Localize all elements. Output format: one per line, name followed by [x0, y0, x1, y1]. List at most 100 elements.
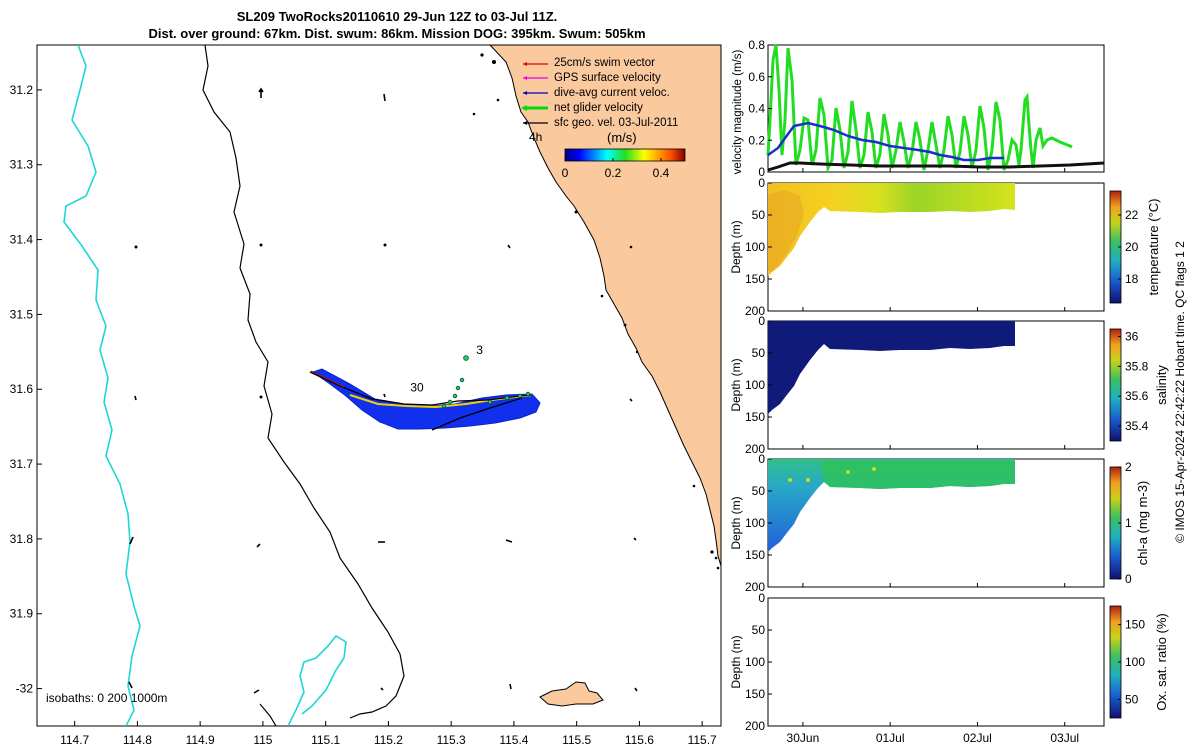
temperature-y-tick-label: 100	[745, 240, 765, 254]
oxygen-y-tick-label: 100	[745, 655, 765, 669]
legend-label-swim: 25cm/s swim vector	[554, 57, 655, 69]
velocity-y-tick-label: 0	[758, 165, 765, 179]
temperature-colorbar-tick-label: 20	[1125, 240, 1139, 254]
legend-label-net: net glider velocity	[554, 102, 643, 114]
oxygen-y-tick-label: 150	[745, 687, 765, 701]
isobaths-label: isobaths: 0 200 1000m	[46, 691, 167, 705]
salinity-colorbar-tick-label: 35.6	[1125, 389, 1149, 403]
legend-item-gps: GPS surface velocity	[523, 72, 661, 84]
legend-item-net: net glider velocity	[521, 102, 643, 114]
gps-track-black	[309, 371, 533, 431]
swim-vector-track	[310, 370, 345, 388]
time-x-tick-label: 01Jul	[876, 731, 905, 745]
chlorophyll-highlights	[788, 467, 876, 482]
map-y-tick-label: 31.5	[10, 307, 34, 321]
temperature-y-tick-label: 200	[745, 304, 765, 318]
temperature-y-tick-label: 50	[752, 208, 766, 222]
oxygen-y-tick-label: 50	[752, 623, 766, 637]
chlorophyll-colorbar-tick-label: 0	[1125, 572, 1132, 586]
chlorophyll-y-tick-label: 150	[745, 548, 765, 562]
isobath-1000m-loop	[287, 634, 347, 726]
temperature-ylabel: Depth (m)	[729, 220, 743, 273]
velocity-y-tick-label: 0.6	[748, 70, 765, 84]
oxygen-colorbar-ticks: 50 100 150	[1118, 618, 1145, 706]
velocity-ylabel: velocity magnitude (m/s)	[732, 50, 744, 175]
legend-item-swim: 25cm/s swim vector	[523, 57, 655, 69]
time-x-tick-label: 02Jul	[963, 731, 992, 745]
map-x-tick-label: 114.8	[123, 733, 152, 747]
title-line-1: SL209 TwoRocks20110610 29-Jun 12Z to 03-…	[237, 9, 558, 24]
salinity-panel: Depth (m) 0 50 100 150 200 35.4 35.6 35.8 36 sa…	[729, 314, 1169, 456]
salinity-ylabel: Depth (m)	[729, 358, 743, 411]
map-x-tick-label: 115.5	[562, 733, 591, 747]
salinity-colorbar-tick-label: 35.8	[1125, 359, 1149, 373]
salinity-field	[768, 321, 1015, 414]
legend-item-dive-avg: dive-avg current veloc.	[523, 87, 670, 99]
map-y-tick-label: 31.4	[10, 233, 34, 247]
salinity-y-tick-label: 150	[745, 410, 765, 424]
temperature-colorbar-tick-label: 18	[1125, 272, 1139, 286]
salinity-y-tick-label: 50	[752, 346, 766, 360]
island-rottnest	[539, 681, 604, 707]
speed-colorbar-tick-label: 0.2	[605, 166, 622, 180]
oxygen-ylabel: Depth (m)	[729, 635, 743, 688]
oxygen-colorbar-tick-label: 150	[1125, 618, 1145, 632]
velocity-panel: velocity magnitude (m/s) 0 0.2 0.4 0.6 0.8	[732, 38, 1105, 179]
time-x-tick-label: 03Jul	[1050, 731, 1079, 745]
temperature-y-tick-label: 0	[758, 176, 765, 190]
chlorophyll-colorbar-tick-label: 2	[1125, 460, 1132, 474]
velocity-y-tick-label: 0.2	[748, 133, 765, 147]
oxygen-colorbar-tick-label: 50	[1125, 692, 1139, 706]
chlorophyll-colorbar-ticks: 0 1 2	[1118, 460, 1132, 586]
speed-colorbar-tick-label: 0.4	[653, 166, 670, 180]
map-y-ticks: 31.2 31.3 31.4 31.5 31.6 31.7 31.8 31.9 -32	[10, 83, 42, 696]
map-x-tick-label: 115.7	[688, 733, 717, 747]
map-y-tick-label: 31.8	[10, 532, 34, 546]
chlorophyll-y-tick-label: 50	[752, 484, 766, 498]
copyright-notice: © IMOS 15-Apr-2024 22:42:22 Hobart time.…	[1173, 241, 1187, 543]
salinity-y-tick-label: 100	[745, 378, 765, 392]
map-x-tick-label: 115.6	[625, 733, 654, 747]
map-x-tick-label: 114.7	[60, 733, 89, 747]
map-y-tick-label: 31.3	[10, 158, 34, 172]
map-x-tick-label: 115.1	[311, 733, 340, 747]
time-x-ticks: 30Jun 01Jul 02Jul 03Jul	[787, 168, 1079, 745]
map-x-tick-label: 115	[253, 733, 272, 747]
map-y-tick-label: 31.2	[10, 83, 34, 97]
time-x-tick-label: 30Jun	[787, 731, 820, 745]
speed-colorbar	[564, 148, 686, 162]
annotation-3: 3	[476, 343, 483, 357]
annotation-30: 30	[410, 380, 424, 394]
map-y-tick-label: 31.6	[10, 382, 34, 396]
chlorophyll-y-tick-label: 100	[745, 516, 765, 530]
velocity-y-ticks: 0 0.2 0.4 0.6 0.8	[748, 38, 772, 179]
chlorophyll-surface-band	[820, 461, 1015, 489]
salinity-colorbar-tick-label: 36	[1125, 329, 1139, 343]
speed-colorbar-tick-label: 0	[562, 166, 569, 180]
salinity-colorbar-tick-label: 35.4	[1125, 419, 1149, 433]
temperature-deep-warm	[768, 190, 804, 272]
salinity-y-tick-label: 200	[745, 442, 765, 456]
map-x-ticks: 114.7 114.8 114.9 115 115.1 115.2 115.3 115.4 11…	[60, 721, 717, 747]
oxygen-y-tick-label: 200	[745, 719, 765, 733]
velocity-y-tick-label: 0.4	[748, 102, 765, 116]
geo-velocity-dots	[134, 98, 633, 399]
chlorophyll-y-tick-label: 200	[745, 580, 765, 594]
map-panel: 3 30 25cm/s swim vector GPS surface velo…	[10, 44, 722, 747]
legend-label-geo: sfc geo. vel. 03-Jul-2011	[554, 117, 678, 129]
map-y-tick-label: 31.7	[10, 457, 34, 471]
chlorophyll-y-ticks: 0 50 100 150 200	[745, 452, 772, 594]
speed-colorbar-ticks: 0 0.2 0.4	[562, 158, 670, 180]
legend-label-gps: GPS surface velocity	[554, 72, 661, 84]
chlorophyll-y-tick-label: 0	[758, 452, 765, 466]
oxygen-cbar-label: Ox. sat. ratio (%)	[1154, 613, 1169, 711]
geo-velocity-arrows	[128, 87, 638, 694]
velocity-y-tick-label: 0.8	[748, 38, 765, 52]
salinity-y-tick-label: 0	[758, 314, 765, 328]
land-coast	[489, 45, 721, 567]
salinity-y-ticks: 0 50 100 150 200	[745, 314, 772, 456]
temperature-y-ticks: 0 50 100 150 200	[745, 176, 772, 318]
legend-4h: 4h	[529, 130, 542, 144]
